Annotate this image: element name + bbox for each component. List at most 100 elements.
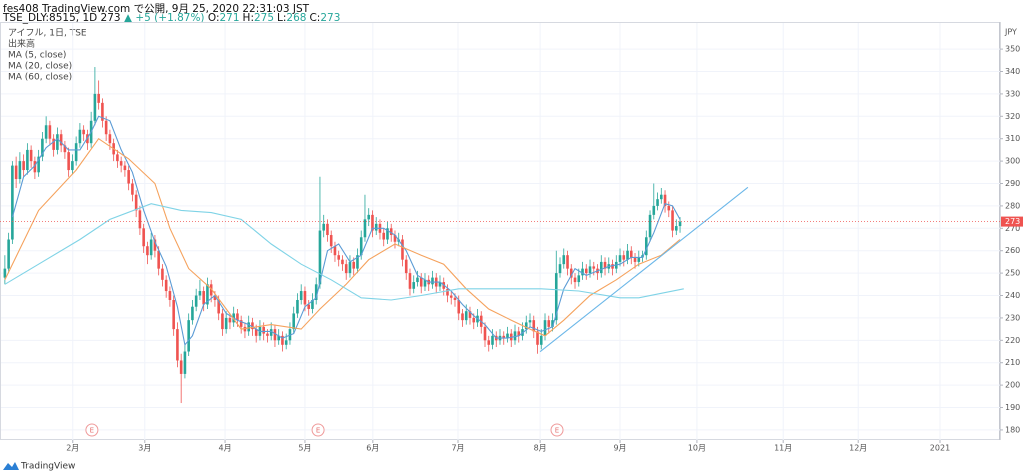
candle-body [269,329,273,336]
candle-body [116,154,119,162]
candle-body [656,199,659,206]
ohlc-label: H: [242,12,254,24]
candle-body [11,165,14,240]
candle-body [78,129,82,144]
candle-body [536,331,539,345]
candle-body [326,223,329,236]
candle-body [374,223,378,231]
candle-body [101,102,104,121]
x-tick-label: 10月 [688,444,706,453]
y-tick-label: 270 [1005,224,1020,233]
y-tick-label: 280 [1005,201,1020,210]
y-tick-label: 320 [1005,112,1020,121]
candle-body [382,232,386,240]
candle-body [401,239,404,260]
candle-body [584,268,588,274]
logo-icon [3,462,19,470]
candle-body [67,152,70,171]
candle-body [134,194,138,211]
candle-body [554,273,558,321]
candle-body [543,320,547,336]
candle-body [172,299,175,330]
event-marker [550,423,564,437]
candle-body [296,299,299,314]
candle-body [262,326,265,334]
candle-body [359,237,363,256]
candle-body [386,228,389,240]
candle-body [337,255,341,260]
candle-body [157,250,160,269]
candle-body [26,149,29,171]
grid [1,23,1000,440]
candle-body [228,317,232,323]
y-tick-label: 310 [1005,134,1020,143]
candle-body [168,291,172,300]
y-unit: JPY [1004,28,1017,37]
candle-body [127,170,130,184]
candle-body [52,138,55,150]
footer-logo: TradingView [3,462,75,472]
candle-body [461,313,464,321]
candle-body [341,259,344,265]
candle-body [588,266,592,274]
candle-body [367,214,371,220]
candle-body [108,134,112,144]
candle-body [161,268,164,280]
y-tick-label: 180 [1005,425,1020,434]
candle-body [438,282,442,287]
candle-body [569,268,573,278]
candle-body [577,275,581,283]
footer-brand: TradingView [20,462,75,472]
candle-body [311,299,314,309]
candle-body [566,255,569,269]
candle-body [3,268,7,278]
candle-body [502,335,506,339]
candle-body [7,239,10,269]
candle-body [352,261,356,269]
candle-body [303,291,307,305]
candle-body [404,259,408,274]
ma-line [4,203,684,301]
candle-body [224,317,228,330]
candle-body [194,295,198,307]
candle-body [239,320,243,327]
event-marker [311,423,325,437]
legend-entry: MA (5, close) [8,51,66,61]
candle-body [322,223,326,231]
candle-body [344,264,348,274]
candle-body [82,129,85,135]
candle-body [198,291,202,296]
candle-body [146,246,149,256]
candle-body [659,194,663,200]
candle-body [524,322,528,330]
ohlc: O:271 H:275 L:268 C:273 [208,12,344,24]
candle-body [449,295,453,298]
candle-body [179,360,183,374]
candle-body [423,279,427,287]
candle-body [393,235,397,242]
candle-body [592,266,596,269]
candle-body [251,322,254,330]
x-tick-label: 3月 [138,444,151,453]
candle-body [633,257,637,262]
candle-body [581,268,584,276]
candle-body [273,329,277,341]
candle-body [491,335,494,345]
y-tick-label: 230 [1005,313,1020,322]
y-tick-label: 290 [1005,179,1020,188]
candle-body [187,320,190,352]
candle-body [284,340,288,345]
candle-body [63,145,67,153]
ohlc-label: C: [309,12,321,24]
candle-body [48,125,52,139]
candle-body [348,261,352,274]
event-label: E [90,427,94,435]
candle-body [104,120,108,135]
ohlc-value: 275 [253,12,275,24]
candle-body [611,264,614,269]
legend-volume: 出来高 [8,38,35,50]
candle-body [453,297,457,300]
plot-frame [0,22,1000,440]
ma-line [4,137,681,337]
